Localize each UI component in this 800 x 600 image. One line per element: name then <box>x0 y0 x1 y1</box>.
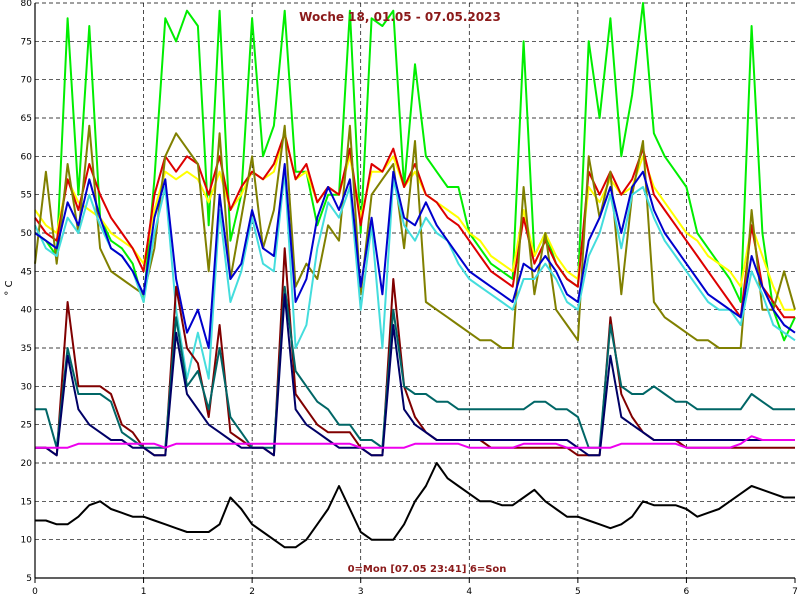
x-tick-label: 7 <box>792 587 798 597</box>
series-line-4 <box>34 124 796 349</box>
y-axis-label: ° C <box>4 280 15 295</box>
series-line-5 <box>34 170 796 380</box>
x-tick-label: 5 <box>575 587 581 597</box>
series-line-8 <box>35 285 795 449</box>
y-tick-labels: 5 10 15 20 25 30 35 40 45 50 55 60 65 70 75 80 <box>21 0 33 584</box>
y-tick-label: 35 <box>21 344 32 354</box>
y-tick-label: 80 <box>21 0 33 9</box>
series-line-10 <box>35 435 795 449</box>
y-tick-label: 50 <box>21 229 33 239</box>
series-line-6 <box>34 163 796 349</box>
y-tick-label: 5 <box>26 574 32 584</box>
y-tick-label: 60 <box>21 152 33 162</box>
series-line-9 <box>35 293 795 457</box>
series-lines <box>34 2 796 549</box>
x-tick-label: 6 <box>684 587 690 597</box>
x-tick-label: 3 <box>358 587 364 597</box>
series-line-11 <box>35 462 795 549</box>
y-tick-label: 20 <box>21 459 33 469</box>
series-line-1 <box>34 2 796 342</box>
x-tick-label: 1 <box>141 587 147 597</box>
chart-title: Woche 18, 01.05 - 07.05.2023 <box>299 10 501 24</box>
x-tick-labels: 0 1 2 3 4 5 6 7 <box>32 587 798 597</box>
y-tick-label: 55 <box>21 191 32 201</box>
y-tick-label: 10 <box>21 536 33 546</box>
y-tick-label: 45 <box>21 267 32 277</box>
x-tick-label: 0 <box>32 587 38 597</box>
y-tick-label: 70 <box>21 76 33 86</box>
y-tick-label: 40 <box>21 306 33 316</box>
axes <box>34 3 796 583</box>
x-tick-label: 4 <box>466 587 472 597</box>
y-tick-label: 25 <box>21 421 32 431</box>
x-tick-label: 2 <box>249 587 255 597</box>
y-tick-label: 75 <box>21 37 32 47</box>
x-axis-label: 0=Mon [07.05 23:41] 6=Son <box>348 564 507 575</box>
series-line-3 <box>34 132 795 319</box>
y-tick-label: 30 <box>21 382 33 392</box>
y-tick-label: 65 <box>21 114 32 124</box>
y-tick-label: 15 <box>21 497 32 507</box>
